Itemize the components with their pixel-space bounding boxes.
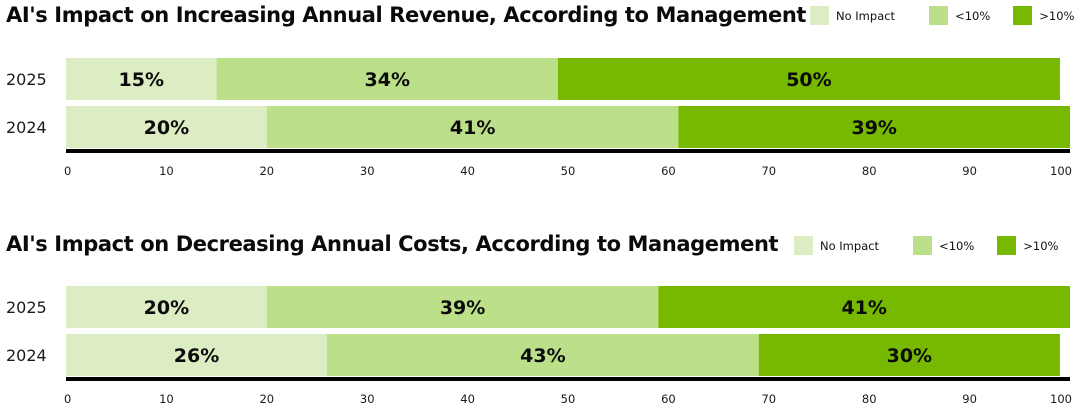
x-tick-label: 40 [460,392,475,406]
x-tick-label: 60 [661,392,676,406]
legend-label: >10% [1039,8,1075,23]
legend-swatch-no-impact [794,236,813,255]
data-label: 41% [841,297,886,319]
x-tick-label: 70 [761,392,776,406]
legend-swatch-gt10 [1013,6,1033,25]
bar-segment [758,334,1060,376]
legend-label: <10% [939,238,975,253]
x-tick-label: 70 [761,164,776,178]
x-tick-label: 90 [962,392,977,406]
legend-swatch-lt10 [929,6,949,25]
x-tick-label: 10 [159,164,174,178]
x-tick-label: 80 [862,392,877,406]
category-label: 2025 [6,70,47,89]
bar-segment [266,106,679,148]
x-tick-label: 40 [460,164,475,178]
bar-segment [216,58,558,100]
x-axis-line [66,149,1070,153]
revenue-impact-chart: AI's Impact on Increasing Annual Revenue… [0,0,1080,195]
x-tick-label: 50 [561,392,576,406]
data-label: 41% [450,117,495,139]
x-tick-label: 30 [360,392,375,406]
plot-area: 2025 15% 34% 50% 2024 20% 41% 39% 0 10 20 30 40 50 60 7… [6,58,1072,178]
legend-item-gt10: >10% [997,236,1058,255]
legend-item-lt10: <10% [913,236,974,255]
plot-area: 2025 20% 39% 41% 2024 26% 43% 30% 0 10 20 30 40 50 60 7… [6,286,1072,406]
bar-segment [678,106,1070,148]
bar-segment [327,334,759,376]
data-label: 39% [440,297,485,319]
bar-segment [66,106,267,148]
x-tick-label: 90 [962,164,977,178]
data-label: 20% [144,297,189,319]
legend-swatch-gt10 [997,236,1017,255]
x-tick-label: 20 [259,392,274,406]
x-tick-label: 100 [1050,392,1072,406]
x-tick-label: 100 [1050,164,1072,178]
x-tick-label: 10 [159,392,174,406]
data-label: 20% [144,117,189,139]
category-label: 2024 [6,118,47,137]
bar-segment [66,58,217,100]
legend-item-lt10: <10% [929,6,990,25]
data-label: 39% [851,117,896,139]
chart-title: AI's Impact on Decreasing Annual Costs, … [6,232,779,256]
x-tick-label: 50 [561,164,576,178]
x-tick-label: 20 [259,164,274,178]
category-label: 2025 [6,298,47,317]
legend-label: >10% [1023,238,1059,253]
legend-item-no-impact: No Impact [810,6,895,25]
x-tick-label: 0 [64,392,71,406]
legend-swatch-lt10 [913,236,933,255]
x-tick-label: 0 [64,164,71,178]
data-label: 26% [174,345,219,367]
legend-label: No Impact [820,238,880,253]
chart-legend: No Impact <10% >10% [810,6,1074,25]
chart-legend: No Impact <10% >10% [794,236,1058,255]
costs-impact-chart: AI's Impact on Decreasing Annual Costs, … [0,228,1080,413]
category-label: 2024 [6,346,47,365]
data-label: 34% [365,69,410,91]
x-tick-label: 60 [661,164,676,178]
x-tick-label: 30 [360,164,375,178]
x-axis-line [66,377,1070,381]
bar-segment [66,334,328,376]
legend-label: No Impact [836,8,896,23]
legend-swatch-no-impact [810,6,829,25]
x-tick-label: 80 [862,164,877,178]
data-label: 50% [786,69,831,91]
legend-item-no-impact: No Impact [794,236,879,255]
bar-segment [557,58,1060,100]
data-label: 43% [520,345,565,367]
bar-segment [66,286,267,328]
bar-segment [266,286,659,328]
data-label: 15% [119,69,164,91]
data-label: 30% [887,345,932,367]
bar-segment [658,286,1070,328]
chart-title: AI's Impact on Increasing Annual Revenue… [6,3,807,27]
legend-label: <10% [955,8,991,23]
legend-item-gt10: >10% [1013,6,1074,25]
